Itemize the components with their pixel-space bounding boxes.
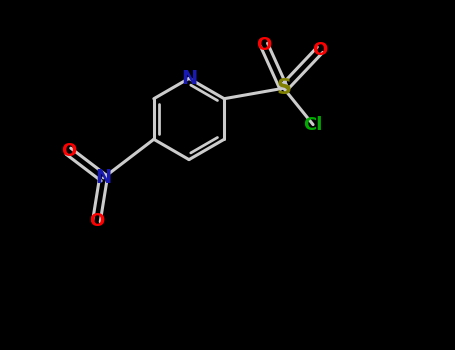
Text: N: N bbox=[181, 69, 197, 88]
Text: Cl: Cl bbox=[303, 116, 323, 134]
Text: O: O bbox=[61, 142, 76, 160]
Text: O: O bbox=[257, 36, 272, 54]
Text: N: N bbox=[95, 168, 111, 187]
Text: O: O bbox=[89, 212, 104, 230]
Text: O: O bbox=[313, 41, 328, 59]
Text: S: S bbox=[276, 78, 291, 98]
